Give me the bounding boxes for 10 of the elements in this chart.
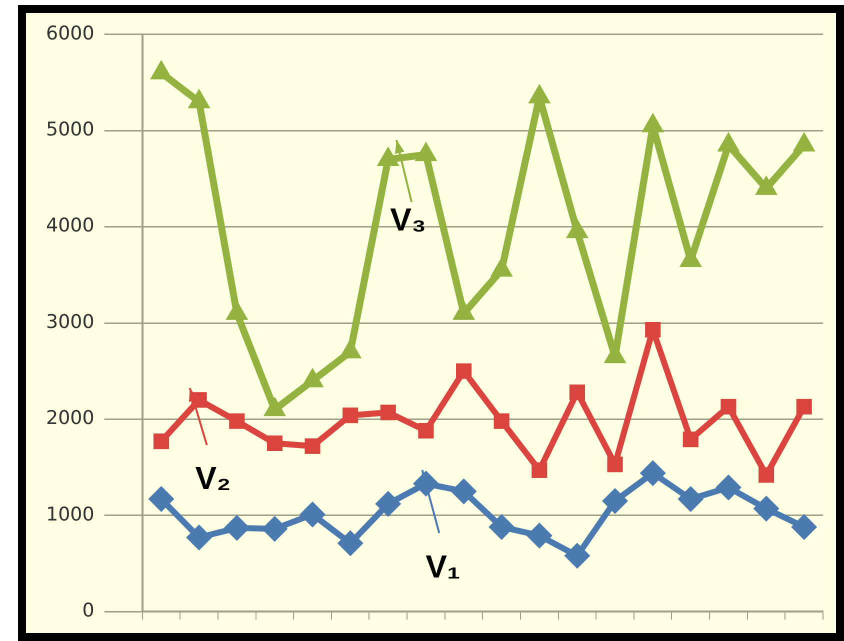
y-tick-label: 2000 bbox=[46, 407, 94, 430]
y-tick-label: 3000 bbox=[46, 310, 94, 333]
y-tick-label: 1000 bbox=[46, 503, 94, 526]
y-tick-label: 4000 bbox=[46, 214, 94, 237]
legend-label: V₁ bbox=[426, 548, 460, 584]
y-tick-label: 6000 bbox=[46, 22, 94, 44]
legend-label: V₃ bbox=[390, 201, 426, 238]
legend-label: V₂ bbox=[195, 460, 231, 496]
y-tick-label: 5000 bbox=[46, 118, 94, 141]
y-tick-label: 0 bbox=[82, 600, 94, 622]
